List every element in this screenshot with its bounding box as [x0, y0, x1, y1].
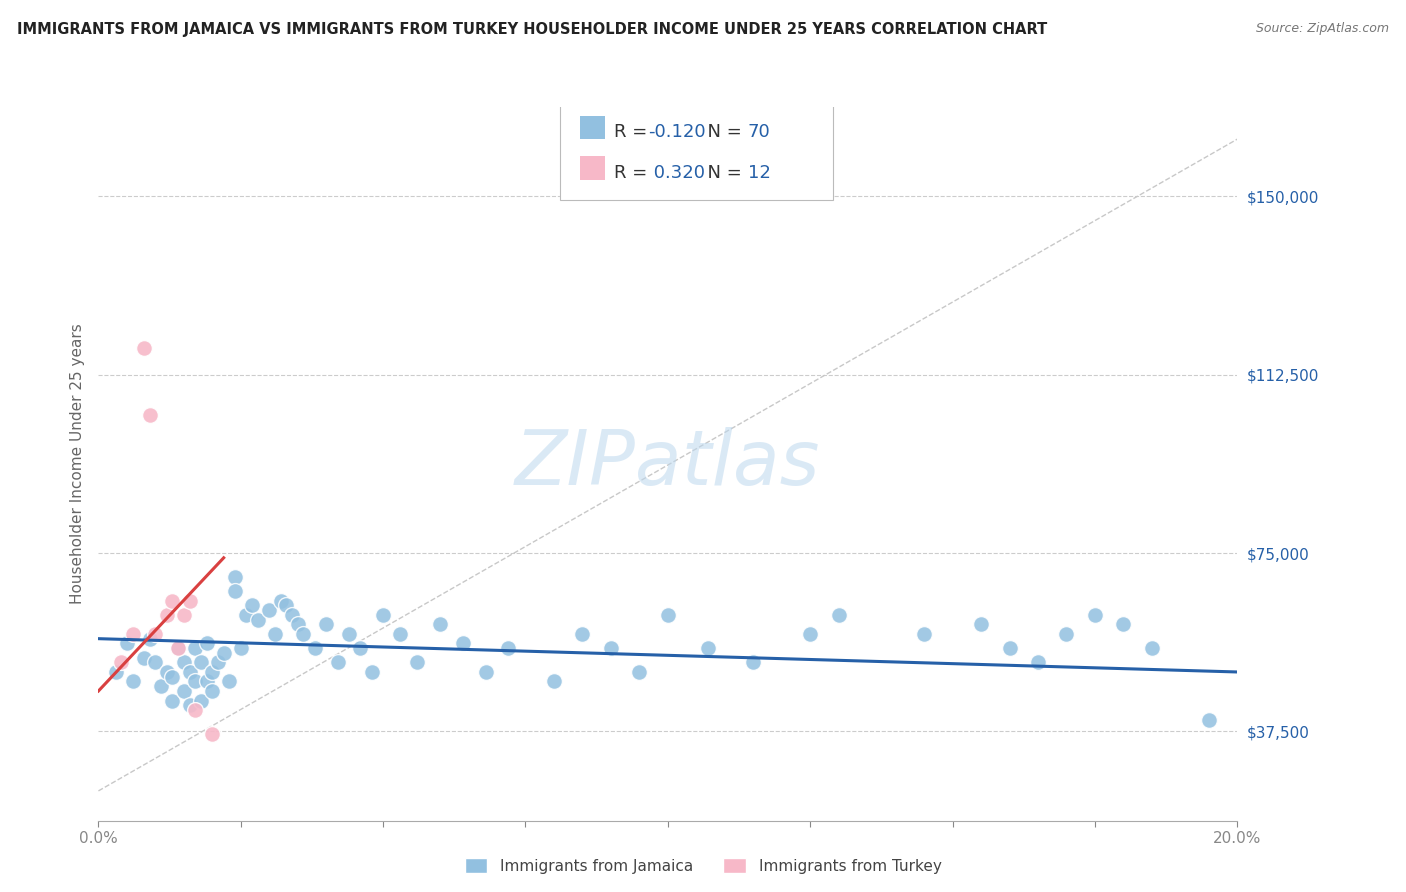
FancyBboxPatch shape — [581, 156, 605, 180]
Point — [600, 641, 623, 656]
Point — [162, 693, 184, 707]
Point — [173, 656, 195, 670]
Point — [156, 665, 179, 679]
Point — [190, 693, 212, 707]
Point — [912, 627, 935, 641]
Point — [229, 641, 252, 656]
Point — [212, 646, 235, 660]
FancyBboxPatch shape — [560, 89, 832, 200]
Point — [799, 627, 821, 641]
Point — [201, 665, 224, 679]
Point — [167, 641, 190, 656]
Text: Source: ZipAtlas.com: Source: ZipAtlas.com — [1256, 22, 1389, 36]
Point — [138, 408, 160, 422]
Text: ZIPatlas: ZIPatlas — [515, 427, 821, 500]
Text: R =: R = — [614, 123, 654, 141]
Point — [287, 617, 309, 632]
Point — [173, 607, 195, 622]
Point — [167, 641, 190, 656]
Legend: Immigrants from Jamaica, Immigrants from Turkey: Immigrants from Jamaica, Immigrants from… — [458, 852, 948, 880]
Point — [970, 617, 993, 632]
Point — [132, 650, 155, 665]
Point — [240, 599, 263, 613]
Point — [184, 674, 207, 689]
Text: IMMIGRANTS FROM JAMAICA VS IMMIGRANTS FROM TURKEY HOUSEHOLDER INCOME UNDER 25 YE: IMMIGRANTS FROM JAMAICA VS IMMIGRANTS FR… — [17, 22, 1047, 37]
Point — [115, 636, 138, 650]
Point — [543, 674, 565, 689]
Point — [156, 607, 179, 622]
Point — [281, 607, 304, 622]
Point — [349, 641, 371, 656]
Point — [162, 593, 184, 607]
Point — [195, 674, 218, 689]
Point — [373, 607, 395, 622]
Point — [179, 698, 201, 713]
Point — [292, 627, 315, 641]
Point — [360, 665, 382, 679]
Point — [259, 603, 281, 617]
Point — [207, 656, 229, 670]
Point — [224, 570, 246, 584]
Point — [201, 727, 224, 741]
Point — [657, 607, 679, 622]
Point — [132, 342, 155, 356]
Point — [201, 684, 224, 698]
Point — [235, 607, 257, 622]
Point — [264, 627, 287, 641]
Point — [1084, 607, 1107, 622]
Point — [326, 656, 349, 670]
Text: 0.320: 0.320 — [648, 164, 706, 182]
Point — [179, 665, 201, 679]
Text: N =: N = — [696, 123, 748, 141]
Point — [1026, 656, 1049, 670]
FancyBboxPatch shape — [581, 116, 605, 139]
Point — [828, 607, 851, 622]
Point — [150, 679, 173, 693]
Point — [173, 684, 195, 698]
Point — [138, 632, 160, 646]
Point — [1056, 627, 1078, 641]
Point — [451, 636, 474, 650]
Y-axis label: Householder Income Under 25 years: Householder Income Under 25 years — [69, 324, 84, 604]
Point — [270, 593, 292, 607]
Point — [498, 641, 520, 656]
Point — [224, 584, 246, 599]
Point — [184, 641, 207, 656]
Point — [696, 641, 718, 656]
Point — [145, 627, 167, 641]
Point — [571, 627, 593, 641]
Point — [218, 674, 240, 689]
Text: -0.120: -0.120 — [648, 123, 706, 141]
Point — [121, 627, 143, 641]
Point — [337, 627, 360, 641]
Point — [276, 599, 298, 613]
Point — [145, 656, 167, 670]
Point — [1112, 617, 1135, 632]
Point — [104, 665, 127, 679]
Point — [429, 617, 451, 632]
Point — [389, 627, 412, 641]
Text: N =: N = — [696, 164, 748, 182]
Text: 12: 12 — [748, 164, 770, 182]
Point — [998, 641, 1021, 656]
Point — [110, 656, 132, 670]
Point — [246, 613, 269, 627]
Point — [190, 656, 212, 670]
Point — [628, 665, 651, 679]
Point — [474, 665, 496, 679]
Point — [121, 674, 143, 689]
Text: R =: R = — [614, 164, 654, 182]
Text: 70: 70 — [748, 123, 770, 141]
Point — [742, 656, 765, 670]
Point — [162, 670, 184, 684]
Point — [179, 593, 201, 607]
Point — [406, 656, 429, 670]
Point — [304, 641, 326, 656]
Point — [184, 703, 207, 717]
Point — [1198, 713, 1220, 727]
Point — [1140, 641, 1163, 656]
Point — [195, 636, 218, 650]
Point — [315, 617, 337, 632]
